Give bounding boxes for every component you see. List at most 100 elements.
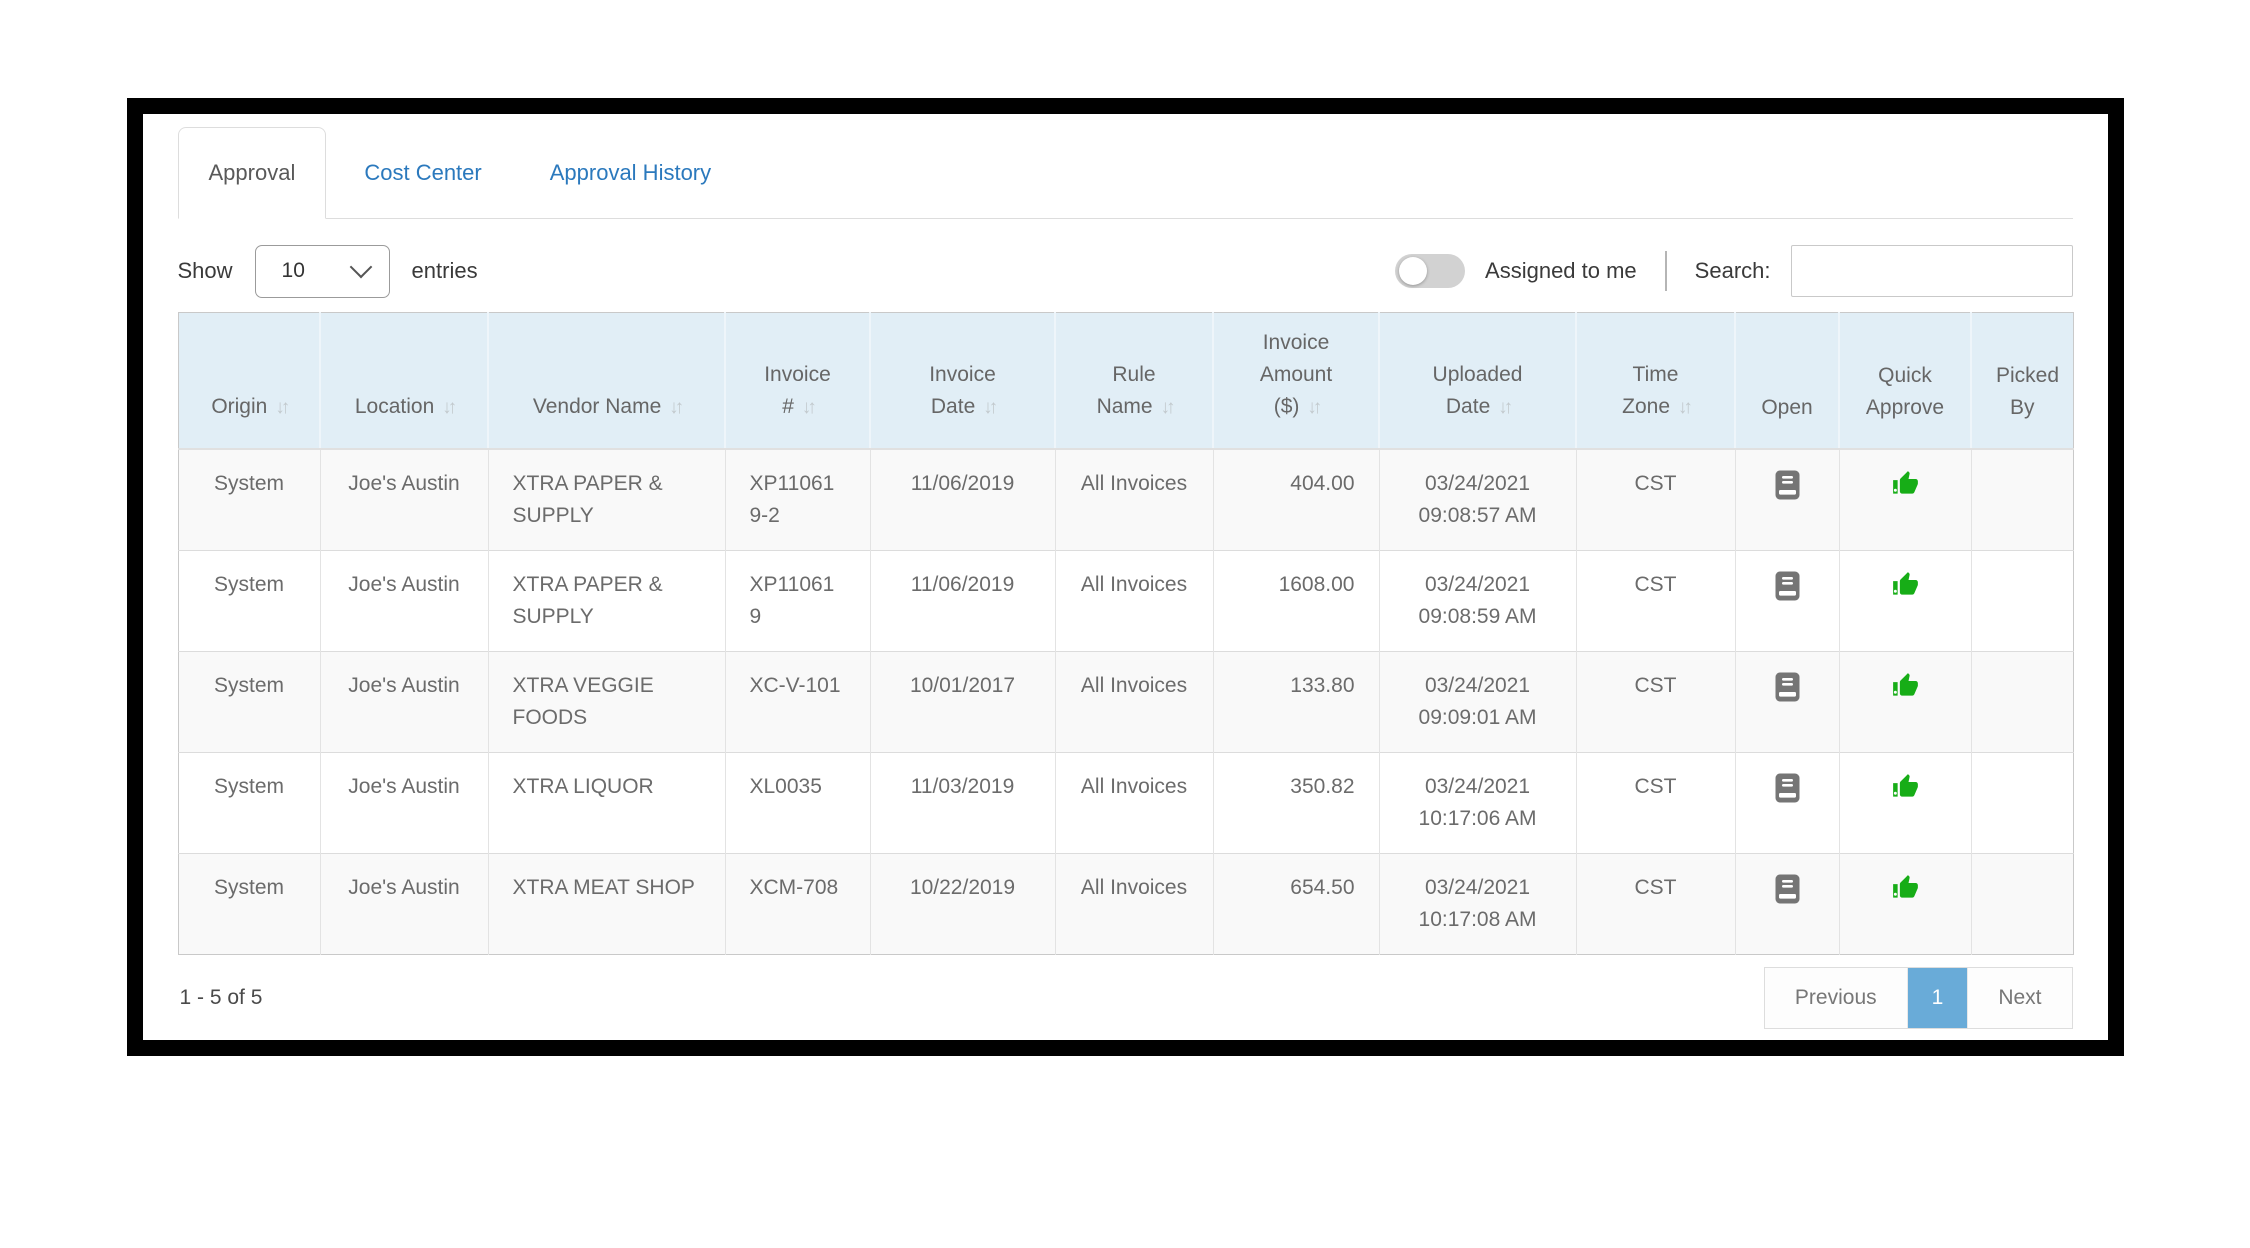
table-row: System Joe's Austin XTRA PAPER & SUPPLY XP1… bbox=[178, 550, 2073, 652]
search-input[interactable] bbox=[1790, 245, 2073, 297]
panel-content: Approval Cost Center Approval History Sh… bbox=[143, 114, 2108, 1029]
cell-origin: System bbox=[178, 550, 321, 652]
entries-label: entries bbox=[411, 258, 478, 283]
cell-time_zone: CST bbox=[1576, 550, 1736, 652]
tab-approval[interactable]: Approval bbox=[177, 127, 327, 219]
cell-invoice_amount: 350.82 bbox=[1213, 752, 1380, 854]
cell-invoice_amount: 404.00 bbox=[1213, 449, 1380, 551]
cell-picked_by bbox=[1971, 854, 2073, 955]
next-page-button[interactable]: Next bbox=[1967, 968, 2072, 1028]
search-label: Search: bbox=[1694, 258, 1771, 283]
column-header-invoice_no[interactable]: Invoice # ↓↑ bbox=[725, 312, 871, 450]
open-invoice-button[interactable] bbox=[1735, 550, 1840, 652]
cell-picked_by bbox=[1971, 449, 2073, 551]
column-header-invoice_amount[interactable]: Invoice Amount ($) ↓↑ bbox=[1213, 312, 1380, 450]
column-header-origin[interactable]: Origin ↓↑ bbox=[178, 312, 321, 450]
column-header-location[interactable]: Location ↓↑ bbox=[320, 312, 489, 450]
pagination: Previous 1 Next bbox=[1763, 967, 2073, 1029]
tab-approval-history[interactable]: Approval History bbox=[549, 160, 712, 185]
chevron-down-icon bbox=[349, 255, 372, 279]
assigned-to-me-label: Assigned to me bbox=[1485, 258, 1637, 283]
cell-picked_by bbox=[1971, 753, 2073, 854]
column-header-rule_name[interactable]: Rule Name ↓↑ bbox=[1055, 312, 1214, 450]
filter-controls: Assigned to me Search: bbox=[1395, 245, 2073, 297]
quick-approve-button[interactable] bbox=[1839, 449, 1972, 551]
show-label: Show bbox=[177, 258, 233, 283]
cell-time_zone: CST bbox=[1576, 853, 1736, 955]
cell-vendor_name: XTRA PAPER & SUPPLY bbox=[488, 550, 726, 652]
sort-arrows-icon: ↓↑ bbox=[1498, 397, 1513, 418]
cell-invoice_amount: 133.80 bbox=[1213, 651, 1380, 753]
sort-arrows-icon: ↓↑ bbox=[669, 397, 684, 418]
cell-invoice_no: XP110619-2 bbox=[725, 449, 871, 551]
sort-arrows-icon: ↓↑ bbox=[1677, 397, 1693, 418]
sort-arrows-icon: ↓↑ bbox=[1160, 397, 1175, 418]
cell-uploaded_date: 03/24/2021 10:17:06 AM bbox=[1379, 752, 1577, 854]
cell-origin: System bbox=[178, 853, 321, 955]
table-row: System Joe's Austin XTRA MEAT SHOP XCM-708 1… bbox=[178, 853, 2073, 955]
app-panel: Approval Cost Center Approval History Sh… bbox=[126, 98, 2124, 1056]
cell-rule_name: All Invoices bbox=[1055, 752, 1214, 854]
cell-picked_by bbox=[1971, 652, 2073, 753]
page-size-value: 10 bbox=[281, 259, 305, 282]
cell-vendor_name: XTRA PAPER & SUPPLY bbox=[488, 449, 726, 551]
table-header: Origin ↓↑ Location ↓↑ Vendor Name ↓↑ Invoic… bbox=[178, 312, 2073, 450]
cell-rule_name: All Invoices bbox=[1055, 449, 1214, 551]
cell-invoice_date: 11/03/2019 bbox=[870, 752, 1056, 854]
cell-time_zone: CST bbox=[1576, 752, 1736, 854]
table-row: System Joe's Austin XTRA LIQUOR XL0035 11/03… bbox=[178, 752, 2073, 854]
column-header-invoice_date[interactable]: Invoice Date ↓↑ bbox=[870, 312, 1056, 450]
quick-approve-button[interactable] bbox=[1839, 550, 1972, 652]
cell-time_zone: CST bbox=[1576, 651, 1736, 753]
cell-invoice_amount: 1608.00 bbox=[1213, 550, 1380, 652]
open-invoice-button[interactable] bbox=[1735, 651, 1840, 753]
cell-invoice_date: 11/06/2019 bbox=[870, 449, 1056, 551]
sort-arrows-icon: ↓↑ bbox=[801, 397, 817, 418]
cell-vendor_name: XTRA VEGGIE FOODS bbox=[488, 651, 726, 753]
cell-invoice_date: 10/22/2019 bbox=[870, 853, 1056, 955]
page-size-controls: Show 10 entries bbox=[177, 244, 478, 298]
sort-arrows-icon: ↓↑ bbox=[1307, 397, 1322, 418]
table-controls: Show 10 entries Assigned to me Search: bbox=[178, 243, 2073, 299]
record-range: 1 - 5 of 5 bbox=[179, 986, 263, 1009]
open-invoice-button[interactable] bbox=[1735, 449, 1840, 551]
cell-uploaded_date: 03/24/2021 09:08:59 AM bbox=[1379, 550, 1577, 652]
table-footer: 1 - 5 of 5 Previous 1 Next bbox=[178, 967, 2073, 1029]
quick-approve-button[interactable] bbox=[1839, 651, 1972, 753]
assigned-to-me-toggle[interactable] bbox=[1395, 254, 1466, 288]
column-header-uploaded_date[interactable]: Uploaded Date ↓↑ bbox=[1379, 312, 1577, 450]
table-row: System Joe's Austin XTRA VEGGIE FOODS XC-V-… bbox=[178, 651, 2073, 753]
open-invoice-button[interactable] bbox=[1735, 752, 1840, 854]
table-header-row: Origin ↓↑ Location ↓↑ Vendor Name ↓↑ Invoic… bbox=[178, 312, 2073, 450]
sort-arrows-icon: ↓↑ bbox=[983, 397, 998, 418]
cell-location: Joe's Austin bbox=[320, 550, 489, 652]
cell-origin: System bbox=[178, 449, 321, 551]
cell-invoice_no: XC-V-101 bbox=[725, 651, 871, 753]
cell-picked_by bbox=[1971, 551, 2073, 652]
cell-location: Joe's Austin bbox=[320, 752, 489, 854]
page-size-select[interactable]: 10 bbox=[254, 244, 390, 298]
quick-approve-button[interactable] bbox=[1839, 853, 1972, 955]
cell-invoice_no: XP110619 bbox=[725, 550, 871, 652]
cell-uploaded_date: 03/24/2021 09:08:57 AM bbox=[1379, 449, 1577, 551]
page-1-button[interactable]: 1 bbox=[1906, 968, 1968, 1028]
cell-origin: System bbox=[178, 752, 321, 854]
cell-uploaded_date: 03/24/2021 09:09:01 AM bbox=[1379, 651, 1577, 753]
cell-invoice_date: 11/06/2019 bbox=[870, 550, 1056, 652]
sort-arrows-icon: ↓↑ bbox=[275, 397, 290, 418]
tab-cost-center[interactable]: Cost Center bbox=[364, 160, 482, 185]
cell-time_zone: CST bbox=[1576, 449, 1736, 551]
cell-location: Joe's Austin bbox=[320, 449, 489, 551]
open-invoice-button[interactable] bbox=[1735, 853, 1840, 955]
column-header-time_zone[interactable]: Time Zone ↓↑ bbox=[1576, 312, 1736, 450]
cell-origin: System bbox=[178, 651, 321, 753]
previous-page-button[interactable]: Previous bbox=[1764, 968, 1907, 1028]
quick-approve-button[interactable] bbox=[1839, 752, 1972, 854]
table-body: System Joe's Austin XTRA PAPER & SUPPLY XP1… bbox=[178, 449, 2073, 955]
cell-invoice_no: XCM-708 bbox=[725, 853, 871, 955]
column-header-vendor_name[interactable]: Vendor Name ↓↑ bbox=[488, 312, 726, 450]
cell-rule_name: All Invoices bbox=[1055, 651, 1214, 753]
sort-arrows-icon: ↓↑ bbox=[442, 397, 457, 418]
tab-bar: Approval Cost Center Approval History bbox=[177, 127, 2073, 219]
column-header-picked_by: Picked By bbox=[1971, 312, 2073, 450]
